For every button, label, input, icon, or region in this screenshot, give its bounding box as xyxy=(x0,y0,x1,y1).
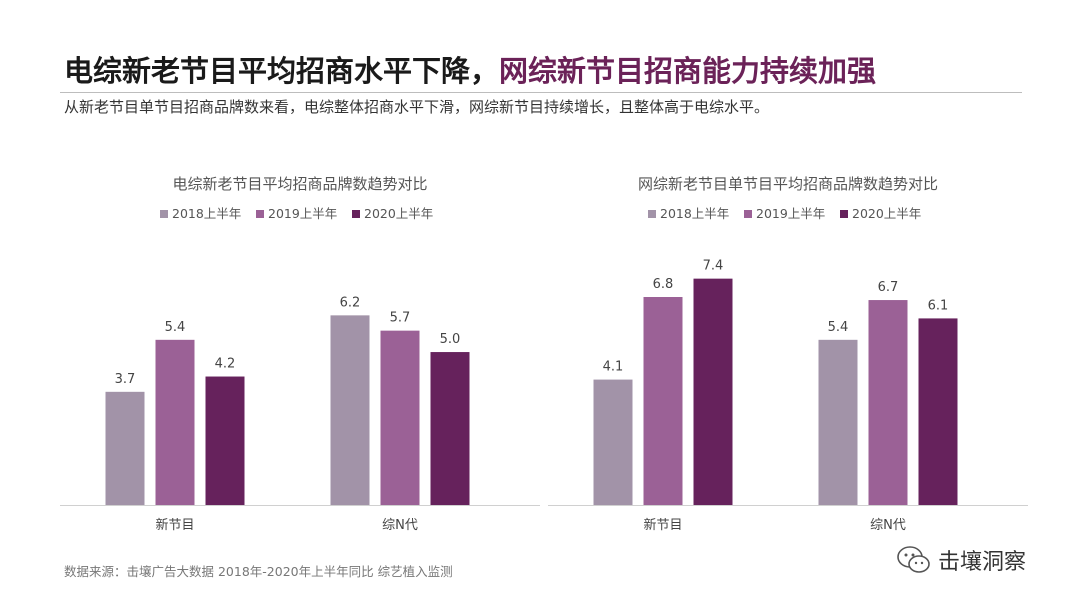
data-source-note: 数据来源：击壤广告大数据 2018年-2020年上半年同比 综艺植入监测 xyxy=(64,564,453,579)
headline: 电综新老节目平均招商水平下降，网综新节目招商能力持续加强 xyxy=(64,48,1044,94)
bar xyxy=(155,339,195,505)
legend-swatch xyxy=(744,210,752,218)
bar xyxy=(593,379,633,505)
legend-swatch xyxy=(840,210,848,218)
category-label: 综N代 xyxy=(382,518,418,533)
bar-value-label: 7.4 xyxy=(703,259,724,274)
bar-value-label: 6.2 xyxy=(340,295,361,310)
legend-swatch xyxy=(160,210,168,218)
category-label: 新节目 xyxy=(155,517,194,533)
headline-part-b: 网综新节目招商能力持续加强 xyxy=(499,54,877,88)
wechat-icon xyxy=(897,546,930,573)
bar-value-label: 3.7 xyxy=(115,372,136,387)
chart-web-variety: 网综新老节目单节目平均招商品牌数趋势对比 2018上半年 2019上半年 2020上半… xyxy=(548,175,1028,533)
legend-label: 2019上半年 xyxy=(268,206,337,221)
legend-label: 2018上半年 xyxy=(172,206,241,221)
headline-divider xyxy=(60,92,1022,93)
bar xyxy=(380,330,420,505)
bar xyxy=(693,278,733,505)
bar-value-label: 5.0 xyxy=(440,332,461,347)
legend-label: 2019上半年 xyxy=(756,206,825,221)
legend-swatch xyxy=(648,210,656,218)
bar-value-label: 4.2 xyxy=(215,357,236,372)
category-label: 综N代 xyxy=(870,518,906,533)
bar-value-label: 6.7 xyxy=(878,280,899,295)
legend-swatch xyxy=(352,210,360,218)
chart-tv-variety: 电综新老节目平均招商品牌数趋势对比 2018上半年 2019上半年 2020上半年 3.… xyxy=(60,175,540,533)
bar-value-label: 5.4 xyxy=(828,320,849,335)
bar-value-label: 5.7 xyxy=(390,311,411,326)
bar xyxy=(868,300,908,505)
legend-label: 2020上半年 xyxy=(364,206,433,221)
bar xyxy=(918,318,958,505)
bar xyxy=(643,297,683,505)
category-label: 新节目 xyxy=(643,517,682,533)
legend-label: 2020上半年 xyxy=(852,206,921,221)
bar xyxy=(330,315,370,505)
bar xyxy=(818,339,858,505)
bar xyxy=(430,352,470,505)
bar-value-label: 5.4 xyxy=(165,320,186,335)
brand-name: 击壤洞察 xyxy=(938,550,1027,575)
brand-watermark: 击壤洞察 xyxy=(896,540,1026,580)
bar-value-label: 4.1 xyxy=(603,360,624,375)
bar-value-label: 6.1 xyxy=(928,298,949,313)
bar xyxy=(105,391,145,505)
legend-label: 2018上半年 xyxy=(660,206,729,221)
headline-part-a: 电综新老节目平均招商水平下降， xyxy=(64,54,500,88)
legend-swatch xyxy=(256,210,264,218)
chart-title: 电综新老节目平均招商品牌数趋势对比 xyxy=(172,175,427,193)
bar xyxy=(205,376,245,505)
subtitle: 从新老节目单节目招商品牌数来看，电综整体招商水平下滑，网综新节目持续增长，且整体… xyxy=(64,98,770,116)
chart-title: 网综新老节目单节目平均招商品牌数趋势对比 xyxy=(638,175,938,193)
bar-value-label: 6.8 xyxy=(653,277,674,292)
